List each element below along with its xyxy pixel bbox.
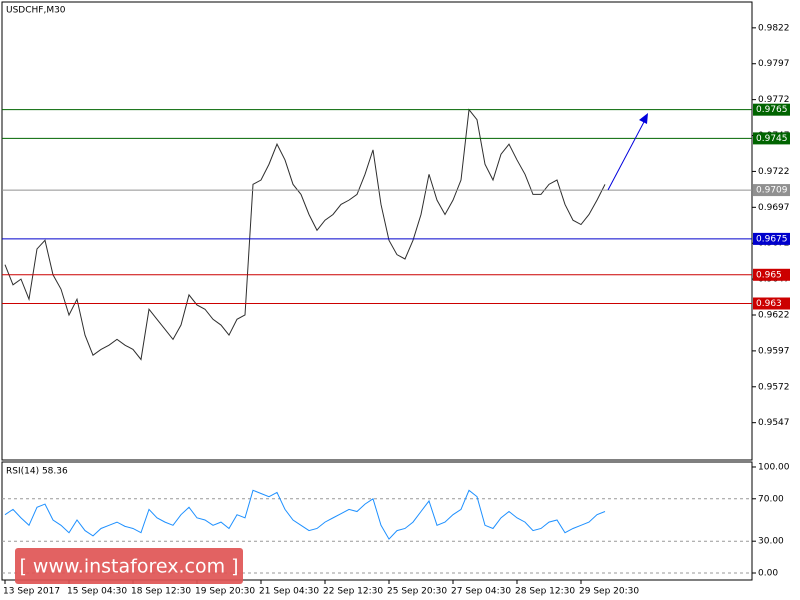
watermark: [ www.instaforex.com ] <box>19 556 238 578</box>
x-tick-label: 21 Sep 04:30 <box>259 587 319 597</box>
level-label: 0.9745 <box>756 134 788 144</box>
y-tick-label: 0.00 <box>758 569 778 579</box>
y-tick-label: 0.9622 <box>758 310 790 320</box>
watermark-box <box>15 548 243 584</box>
plot-layer: 0.98220.97970.97720.97470.97220.96970.96… <box>2 23 790 597</box>
x-tick-label: 25 Sep 20:30 <box>387 587 447 597</box>
level-label-box <box>753 268 790 281</box>
y-tick-label: 0.9697 <box>758 203 790 213</box>
y-tick-label: 0.9597 <box>758 346 790 356</box>
level-label-box <box>753 132 790 145</box>
price-panel <box>1 1 753 461</box>
chart-title: USDCHF,M30 <box>6 6 66 16</box>
level-label-box <box>753 184 790 197</box>
y-tick-label: 0.9547 <box>758 418 790 428</box>
x-tick-label: 27 Sep 04:30 <box>451 587 511 597</box>
x-tick-label: 22 Sep 12:30 <box>323 587 383 597</box>
level-label: 0.965 <box>756 270 782 280</box>
level-label: 0.9765 <box>756 105 788 115</box>
x-tick-label: 29 Sep 20:30 <box>579 587 639 597</box>
arrow-head <box>639 113 648 124</box>
level-label-box <box>753 297 790 310</box>
rsi-title: RSI(14) 58.36 <box>6 467 68 477</box>
x-tick-label: 13 Sep 2017 <box>3 587 60 597</box>
y-tick-label: 0.9797 <box>758 59 790 69</box>
level-label-box <box>753 232 790 245</box>
y-tick-label: 70.00 <box>758 494 784 504</box>
level-label-box <box>753 103 790 116</box>
y-tick-label: 0.9572 <box>758 382 790 392</box>
x-tick-label: 18 Sep 12:30 <box>131 587 191 597</box>
y-tick-label: 30.00 <box>758 537 784 547</box>
level-label: 0.963 <box>756 299 782 309</box>
y-tick-label: 0.9822 <box>758 23 790 33</box>
y-tick-label: 0.9722 <box>758 167 790 177</box>
level-label: 0.9675 <box>756 234 788 244</box>
forecast-arrow <box>607 119 646 191</box>
y-tick-label: 0.9772 <box>758 95 790 105</box>
price-line <box>4 489 606 540</box>
x-tick-label: 28 Sep 12:30 <box>515 587 575 597</box>
x-tick-label: 19 Sep 20:30 <box>195 587 255 597</box>
y-tick-label: 100.00 <box>758 462 790 472</box>
level-label: 0.9709 <box>756 186 788 196</box>
x-tick-label: 15 Sep 04:30 <box>67 587 127 597</box>
price-line <box>4 108 606 361</box>
